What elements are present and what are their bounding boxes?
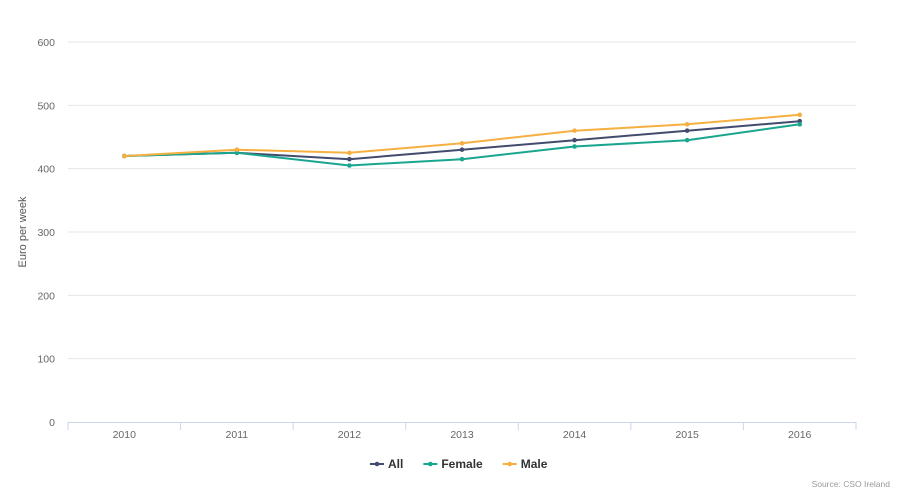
data-point-all bbox=[459, 147, 465, 152]
legend-marker-male bbox=[507, 461, 513, 467]
legend-item-female[interactable]: Female bbox=[423, 457, 483, 471]
data-point-female bbox=[234, 150, 240, 156]
data-point-male bbox=[684, 122, 690, 127]
data-point-all bbox=[572, 137, 577, 143]
data-point-female bbox=[572, 144, 577, 149]
y-tick-label: 100 bbox=[37, 354, 55, 366]
legend-label-female: Female bbox=[441, 457, 483, 471]
x-tick-label: 2012 bbox=[338, 429, 362, 441]
legend-label-all: All bbox=[388, 457, 403, 471]
y-tick-label: 500 bbox=[37, 100, 55, 112]
x-axis bbox=[67, 422, 857, 430]
legend: All Female Male bbox=[370, 457, 548, 471]
x-tick-label: 2013 bbox=[450, 429, 474, 441]
data-point-male bbox=[572, 128, 577, 133]
legend-marker-female bbox=[428, 461, 433, 467]
data-point-female bbox=[684, 137, 690, 143]
x-tick-label: 2011 bbox=[226, 429, 249, 441]
data-point-female bbox=[459, 156, 465, 162]
x-tick-label: 2015 bbox=[675, 429, 699, 441]
y-tick-label: 300 bbox=[37, 227, 55, 239]
y-tick-label: 600 bbox=[37, 37, 55, 49]
legend-item-all[interactable]: All bbox=[370, 457, 403, 471]
data-point-female bbox=[797, 122, 803, 127]
x-tick-label: 2014 bbox=[563, 429, 587, 441]
legend-label-male: Male bbox=[521, 457, 548, 471]
y-axis-title: Euro per week bbox=[17, 196, 29, 267]
series-male bbox=[121, 112, 803, 159]
data-point-all bbox=[797, 118, 803, 124]
data-point-male bbox=[459, 141, 465, 146]
x-tick-labels: 2010 2011 2012 2013 2014 2015 2016 bbox=[113, 429, 812, 441]
series-all bbox=[121, 118, 803, 162]
data-point-all bbox=[684, 128, 690, 133]
legend-item-male[interactable]: Male bbox=[502, 457, 548, 471]
y-tick-label: 0 bbox=[49, 417, 55, 429]
data-point-male bbox=[347, 150, 352, 156]
x-tick-label: 2016 bbox=[788, 429, 812, 441]
data-point-all bbox=[347, 156, 352, 162]
x-tick-label: 2010 bbox=[113, 429, 137, 441]
data-point-male bbox=[797, 112, 803, 118]
legend-marker-all bbox=[374, 461, 380, 467]
data-point-male bbox=[234, 147, 240, 152]
y-gridlines bbox=[68, 41, 856, 360]
source-credit: Source: CSO Ireland bbox=[812, 479, 891, 489]
series-lines bbox=[121, 112, 803, 168]
y-tick-label: 200 bbox=[37, 290, 55, 302]
y-tick-label: 400 bbox=[37, 164, 55, 176]
data-point-male bbox=[121, 153, 127, 159]
y-tick-labels: 0 100 200 300 400 500 600 bbox=[37, 37, 55, 429]
data-point-female bbox=[347, 163, 352, 168]
